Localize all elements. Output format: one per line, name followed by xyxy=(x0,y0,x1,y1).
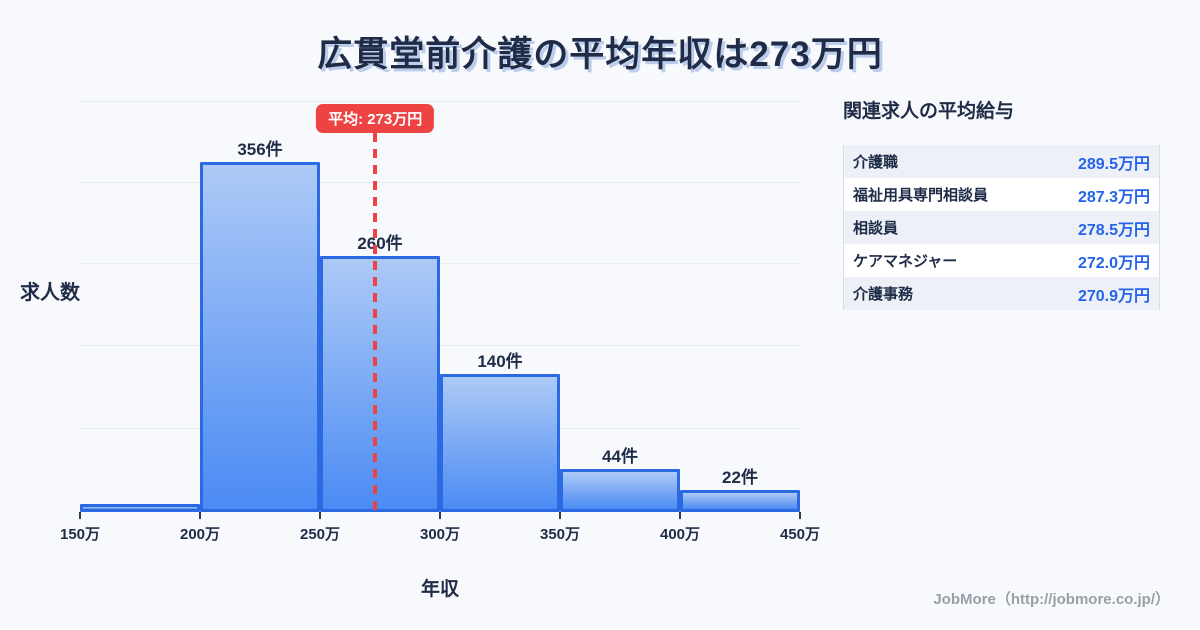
x-axis-tick-label: 250万 xyxy=(299,526,341,543)
x-axis-tick xyxy=(559,512,561,519)
related-job-row: 介護事務 270.9万円 xyxy=(844,277,1159,310)
gridline xyxy=(80,182,800,183)
credit: JobMore（http://jobmore.co.jp/） xyxy=(933,591,1170,608)
average-marker-line xyxy=(373,133,378,512)
x-axis-tick xyxy=(439,512,441,519)
y-axis-label: 求人数 xyxy=(20,282,80,304)
related-job-row: 相談員 278.5万円 xyxy=(844,211,1159,244)
x-axis-tick-label: 350万 xyxy=(539,526,581,543)
job-salary: 278.5万円 xyxy=(1077,221,1150,239)
x-axis-tick-label: 150万 xyxy=(59,526,101,543)
histogram-bar: 356件 xyxy=(200,140,320,512)
job-salary: 289.5万円 xyxy=(1077,155,1150,173)
x-axis-tick xyxy=(799,512,801,519)
bar-count-label: 22件 xyxy=(722,468,758,487)
job-salary: 272.0万円 xyxy=(1077,254,1150,272)
x-axis-tick xyxy=(679,512,681,519)
histogram-bar: 260件 xyxy=(320,234,440,512)
job-name: ケアマネジャー xyxy=(853,253,958,270)
related-jobs-heading: 関連求人の平均給与 xyxy=(843,101,1015,122)
job-salary: 287.3万円 xyxy=(1077,188,1150,206)
page-title: 広貫堂前介護の平均年収は273万円 xyxy=(317,35,883,74)
related-jobs-table: 介護職 289.5万円福祉用具専門相談員 287.3万円相談員 278.5万円ケアマネ… xyxy=(843,145,1160,310)
bar-count-label: 260件 xyxy=(357,234,403,253)
related-job-row: 福祉用具専門相談員 287.3万円 xyxy=(844,178,1159,211)
x-axis-tick-label: 200万 xyxy=(179,526,221,543)
histogram-bar: 44件 xyxy=(560,447,680,512)
job-name: 相談員 xyxy=(853,220,899,237)
histogram-plot: 356件 260件 140件 44件 22件 平均: 273万円 150万 200万 250… xyxy=(60,101,820,543)
gridline xyxy=(80,263,800,264)
histogram-bar: 22件 xyxy=(680,468,800,512)
job-name: 介護事務 xyxy=(853,286,914,303)
x-axis-tick-label: 400万 xyxy=(659,526,701,543)
x-axis-tick-label: 450万 xyxy=(779,526,821,543)
x-axis-tick xyxy=(79,512,81,519)
related-jobs-panel: 関連求人の平均給与 介護職 289.5万円福祉用具専門相談員 287.3万円相談員 2… xyxy=(843,96,1160,310)
average-badge: 平均: 273万円 xyxy=(316,104,435,133)
job-name: 介護職 xyxy=(853,154,899,171)
x-axis-tick xyxy=(199,512,201,519)
job-salary: 270.9万円 xyxy=(1077,287,1150,305)
bar-count-label: 356件 xyxy=(237,140,283,159)
bar-count-label: 140件 xyxy=(477,352,523,371)
related-job-row: 介護職 289.5万円 xyxy=(844,145,1159,178)
gridline xyxy=(80,345,800,346)
x-axis-tick xyxy=(319,512,321,519)
related-job-row: ケアマネジャー 272.0万円 xyxy=(844,244,1159,277)
bar-count-label: 44件 xyxy=(602,447,638,466)
gridline xyxy=(80,101,800,102)
job-name: 福祉用具専門相談員 xyxy=(853,187,989,204)
x-axis-tick-label: 300万 xyxy=(419,526,461,543)
histogram-bar: 140件 xyxy=(440,352,560,512)
x-axis-label: 年収 xyxy=(420,579,459,600)
histogram-bar xyxy=(80,504,200,512)
